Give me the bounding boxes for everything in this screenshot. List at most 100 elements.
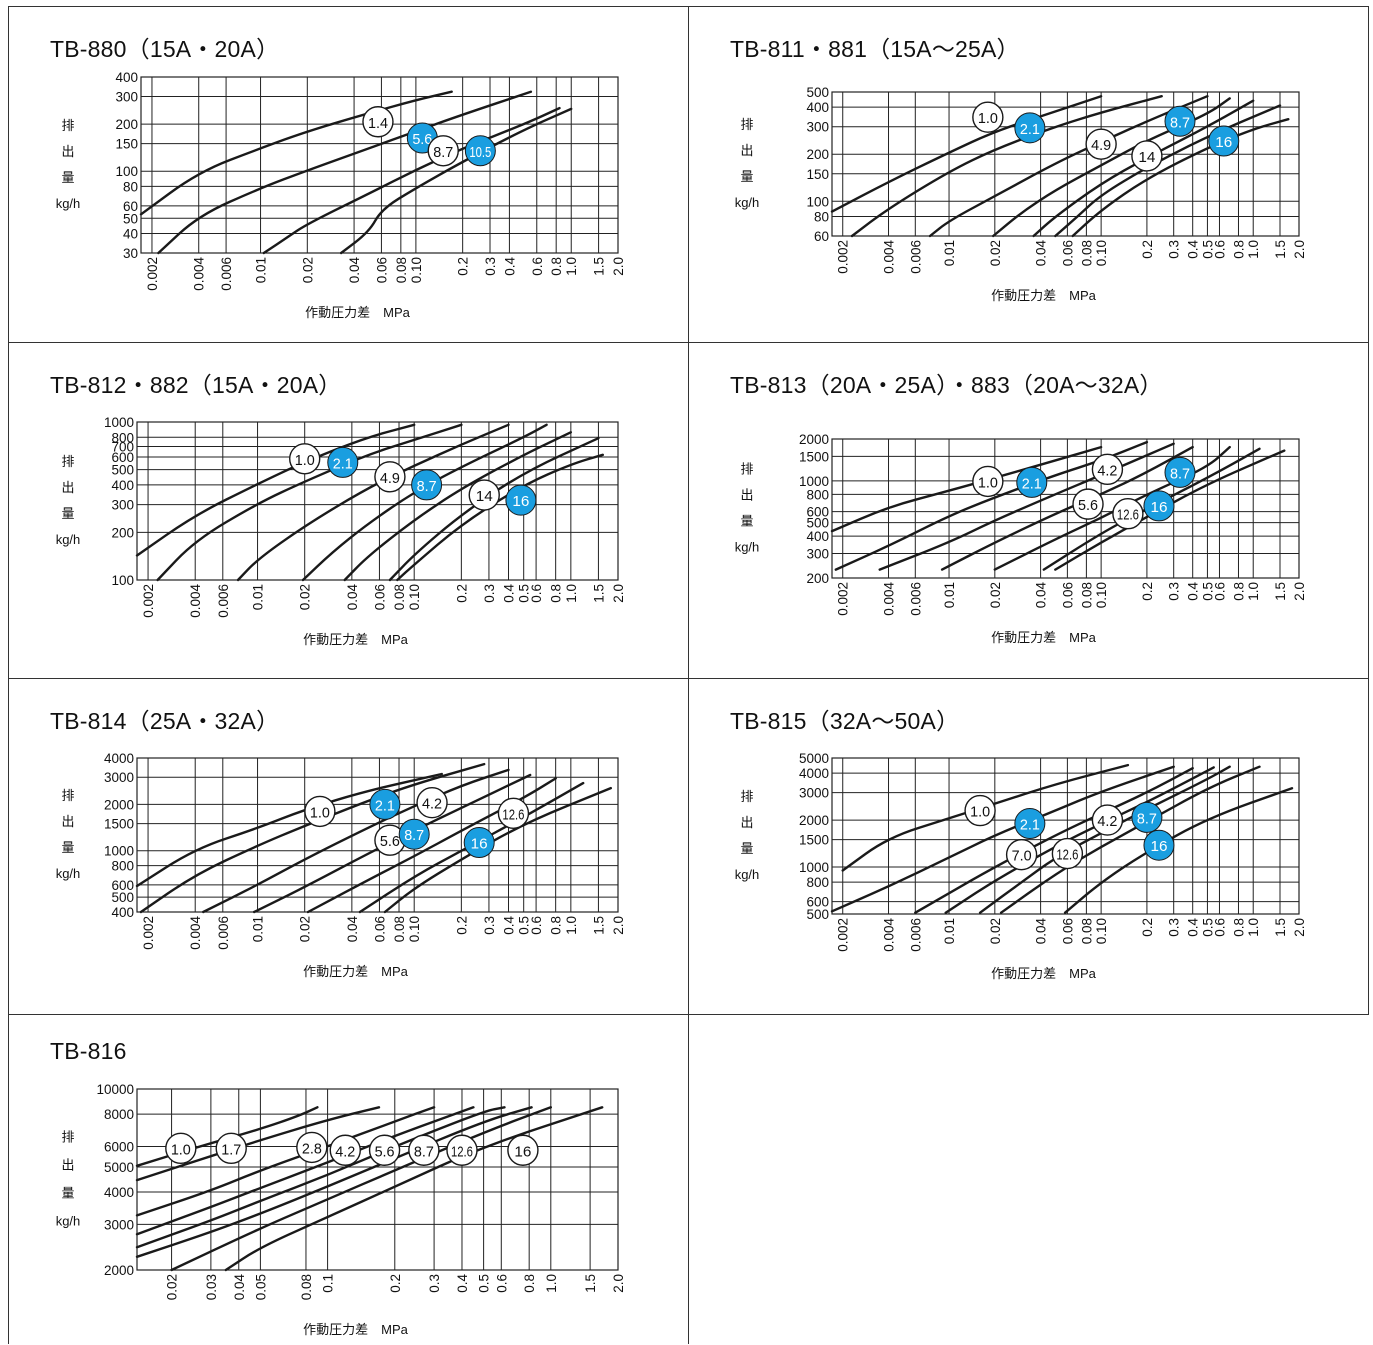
y-axis-label: 排 — [61, 1130, 74, 1145]
y-tick-label: 500 — [806, 85, 829, 100]
series-line-8.7 — [301, 423, 548, 582]
series-name: 2.1 — [1022, 475, 1042, 492]
x-tick-label: 0.006 — [219, 257, 234, 291]
y-axis-label: 出 — [61, 480, 74, 495]
y-tick-label: 1000 — [799, 860, 829, 875]
x-tick-label: 0.08 — [1079, 918, 1094, 944]
y-axis-label: 排 — [740, 462, 753, 477]
x-tick-label: 0.08 — [392, 584, 407, 610]
y-tick-label: 300 — [115, 90, 138, 105]
series-line-8.7 — [135, 1106, 533, 1258]
y-tick-label: 200 — [115, 117, 138, 132]
series-name: 1.0 — [295, 452, 315, 469]
series-label: 5.6 — [1072, 488, 1104, 520]
y-tick-label: 4000 — [799, 766, 829, 781]
series-line-4.9 — [928, 95, 1209, 238]
series-name: 16 — [471, 836, 488, 853]
x-axis-label: 作動圧力差 MPa — [991, 966, 1097, 981]
series-line-4.9 — [236, 423, 510, 582]
label-circle — [1091, 453, 1124, 486]
x-tick-label: 1.0 — [544, 1274, 559, 1293]
series-label: 4.9 — [374, 461, 406, 493]
y-axis-label: 量 — [61, 170, 74, 185]
series-name: 16 — [1215, 134, 1232, 151]
x-tick-label: 1.5 — [1273, 240, 1288, 259]
series-name: 10.5 — [469, 144, 491, 161]
series-line-4.2 — [202, 768, 510, 914]
label-circle-highlight — [464, 135, 496, 167]
chart-panel-3: TB-812・882（15A・20A） 100 200 300 400 500 600 700… — [8, 342, 688, 678]
y-axis-label: 量 — [61, 840, 74, 855]
y-tick-label: 2000 — [799, 813, 829, 828]
label-circle — [1112, 498, 1144, 530]
x-tick-label: 0.8 — [1231, 918, 1246, 937]
series-labels: 1.0 2.1 4.9 8.7 14 16 — [289, 443, 537, 516]
x-tick-label: 0.4 — [502, 257, 517, 276]
series-name: 16 — [514, 1143, 531, 1160]
y-axis-label: kg/h — [56, 532, 81, 547]
series-name: 4.9 — [380, 470, 400, 487]
y-axis-label: kg/h — [735, 867, 760, 882]
y-tick-label: 5000 — [799, 751, 829, 766]
x-tick-label: 0.5 — [517, 584, 532, 603]
y-tick-label: 600 — [111, 878, 134, 893]
y-tick-label: 400 — [111, 478, 134, 493]
x-tick-label: 0.6 — [1212, 918, 1227, 937]
label-circle — [1005, 838, 1038, 871]
y-tick-label: 1000 — [799, 474, 829, 489]
gridlines — [140, 76, 619, 254]
y-tick-label: 80 — [814, 209, 829, 224]
x-tick-label: 0.2 — [1140, 240, 1155, 259]
series-label: 1.0 — [289, 443, 321, 475]
x-tick-label: 0.002 — [836, 582, 851, 616]
chart-svg: 2000 3000 4000 5000 6000 8000 10000 0.02 0.03 0.0… — [56, 1082, 626, 1337]
x-tick-label: 0.4 — [1186, 582, 1201, 601]
x-tick-label: 0.02 — [300, 257, 315, 283]
label-circle-highlight — [411, 469, 443, 501]
x-tick-label: 0.02 — [988, 240, 1003, 266]
x-tick-label: 2.0 — [611, 257, 626, 276]
label-circle-highlight — [398, 818, 430, 850]
x-tick-label: 0.04 — [232, 1274, 247, 1301]
label-circle — [416, 787, 448, 819]
series-name: 1.0 — [978, 110, 998, 127]
y-axis-label: 出 — [61, 144, 74, 159]
series-name: 1.0 — [310, 804, 330, 821]
x-tick-label: 0.06 — [372, 916, 387, 942]
x-tick-label: 0.5 — [517, 916, 532, 935]
series-label: 12.6 — [497, 797, 530, 829]
x-tick-label: 0.04 — [345, 916, 360, 943]
series-label: 4.2 — [329, 1134, 361, 1166]
label-circle-highlight — [1164, 456, 1196, 488]
series-label: 8.7 — [398, 818, 430, 850]
series-line-16 — [1054, 449, 1286, 571]
label-circle — [964, 794, 996, 827]
chart-title: TB-816 — [50, 1038, 127, 1064]
x-tick-label: 2.0 — [1292, 918, 1307, 937]
series-label: 16 — [463, 827, 495, 859]
label-circle-highlight — [1014, 808, 1046, 840]
series-label: 2.1 — [1014, 808, 1046, 840]
plot-frame — [831, 438, 1300, 579]
series-group — [830, 440, 1286, 571]
series-name: 16 — [1150, 499, 1167, 516]
x-tick-label: 0.3 — [1167, 240, 1182, 259]
series-name: 8.7 — [414, 1143, 434, 1160]
chart-grid: TB-880（15A・20A） 30 40 50 60 80 100 150 200 300 400… — [8, 6, 1369, 1344]
x-tick-label: 2.0 — [611, 1274, 626, 1293]
series-labels: 1.0 1.7 2.8 4.2 5.6 8.7 12.6 16 — [165, 1131, 539, 1166]
series-label: 1.0 — [304, 795, 336, 828]
series-group — [135, 1106, 604, 1272]
x-tick-label: 0.10 — [407, 584, 422, 610]
label-circle-highlight — [1143, 490, 1175, 522]
series-name: 8.7 — [404, 827, 424, 844]
y-axis-label: 量 — [61, 1186, 74, 1201]
y-axis-label: kg/h — [735, 195, 760, 210]
y-tick-label: 400 — [806, 529, 829, 544]
series-line-1.4 — [139, 90, 453, 216]
x-tick-label: 1.0 — [564, 916, 579, 935]
x-tick-label: 0.5 — [1200, 582, 1215, 601]
y-axis-label: 出 — [740, 815, 753, 830]
